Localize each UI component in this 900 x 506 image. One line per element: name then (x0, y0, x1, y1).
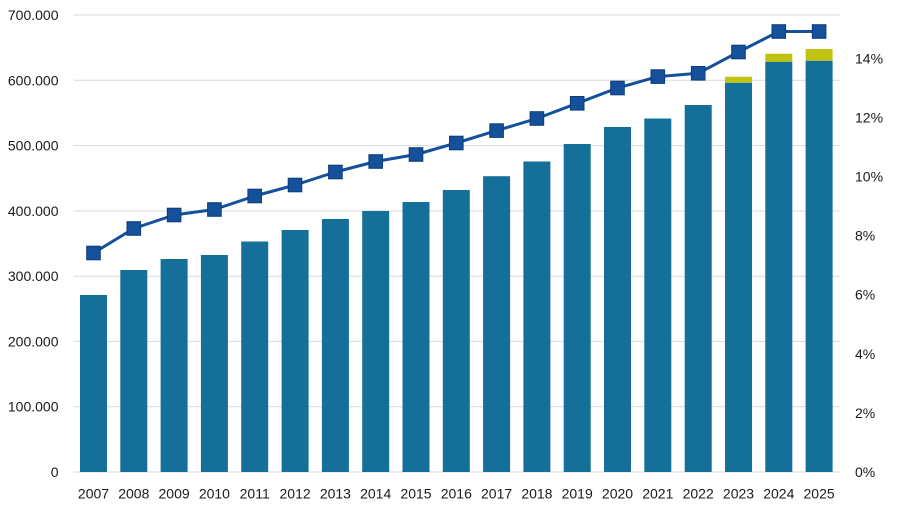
svg-text:2022: 2022 (683, 486, 714, 502)
svg-text:2018: 2018 (521, 486, 552, 502)
svg-text:2011: 2011 (240, 486, 270, 502)
svg-text:2012: 2012 (280, 486, 311, 502)
svg-text:2007: 2007 (78, 486, 109, 502)
svg-text:14%: 14% (855, 50, 883, 66)
svg-text:0: 0 (51, 464, 59, 480)
svg-text:700.000: 700.000 (8, 7, 59, 23)
svg-text:100.000: 100.000 (8, 399, 59, 415)
svg-text:10%: 10% (855, 169, 883, 185)
svg-text:2020: 2020 (602, 486, 633, 502)
svg-text:2024: 2024 (763, 486, 794, 502)
svg-text:2%: 2% (855, 405, 875, 421)
svg-text:500.000: 500.000 (8, 138, 59, 154)
svg-text:400.000: 400.000 (8, 203, 59, 219)
svg-text:2015: 2015 (400, 486, 431, 502)
svg-text:2025: 2025 (804, 486, 835, 502)
svg-text:6%: 6% (855, 287, 875, 303)
svg-text:2023: 2023 (723, 486, 754, 502)
svg-text:2019: 2019 (562, 486, 593, 502)
svg-text:8%: 8% (855, 228, 875, 244)
svg-text:2014: 2014 (360, 486, 391, 502)
svg-text:0%: 0% (855, 464, 875, 480)
svg-text:12%: 12% (855, 109, 883, 125)
svg-text:4%: 4% (855, 346, 875, 362)
svg-text:2013: 2013 (320, 486, 351, 502)
svg-text:2021: 2021 (642, 486, 673, 502)
svg-text:2017: 2017 (481, 486, 512, 502)
svg-text:200.000: 200.000 (8, 333, 59, 349)
svg-text:2016: 2016 (441, 486, 472, 502)
svg-text:600.000: 600.000 (8, 72, 59, 88)
svg-text:2009: 2009 (159, 486, 190, 502)
svg-text:300.000: 300.000 (8, 268, 59, 284)
svg-text:2010: 2010 (199, 486, 230, 502)
svg-text:2008: 2008 (118, 486, 149, 502)
